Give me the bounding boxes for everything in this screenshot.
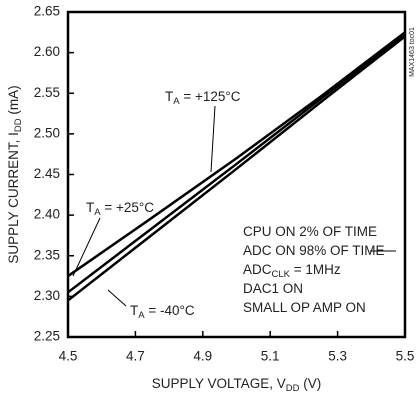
series-label-sub: A bbox=[173, 96, 180, 107]
y-tick-label: 2.25 bbox=[34, 329, 60, 344]
y-tick-label: 2.60 bbox=[34, 44, 60, 59]
x-axis-label-sub: DD bbox=[286, 383, 300, 394]
note: ADCCLK = 1MHz bbox=[243, 262, 341, 280]
leader-line bbox=[72, 217, 101, 277]
series-line bbox=[67, 35, 406, 302]
y-tick-label: 2.35 bbox=[34, 247, 60, 262]
x-axis-label-main: SUPPLY VOLTAGE, V bbox=[152, 376, 286, 391]
x-tick-label: 4.5 bbox=[59, 349, 78, 364]
y-axis-label-main: SUPPLY CURRENT, I bbox=[6, 132, 21, 264]
side-note: MAX1463 toc01 bbox=[409, 27, 416, 77]
x-axis-label: SUPPLY VOLTAGE, VDD (V) bbox=[152, 376, 322, 394]
series-label: TA = -40°C bbox=[130, 303, 195, 321]
x-tick-label: 5.3 bbox=[328, 349, 347, 364]
y-axis-label: SUPPLY CURRENT, IDD (mA) bbox=[6, 85, 24, 263]
y-tick-label: 2.65 bbox=[34, 4, 60, 19]
series-label: TA = +25°C bbox=[86, 200, 154, 218]
note: SMALL OP AMP ON bbox=[243, 300, 366, 315]
x-tick-label: 5.1 bbox=[261, 349, 280, 364]
x-tick-label: 4.7 bbox=[126, 349, 145, 364]
series-label-sub: A bbox=[94, 207, 101, 218]
note-main: CPU ON 2% OF TIME bbox=[243, 224, 377, 239]
plot-frame bbox=[66, 10, 407, 339]
y-axis-label-rest: (mA) bbox=[6, 85, 21, 118]
leader-line bbox=[107, 289, 127, 307]
series-label-sub: A bbox=[138, 310, 145, 321]
note-main: ADC bbox=[243, 262, 272, 277]
series-line bbox=[67, 31, 406, 278]
note-rest: = 1MHz bbox=[290, 262, 341, 277]
note-sub: CLK bbox=[272, 269, 291, 280]
y-tick-label: 2.55 bbox=[34, 85, 60, 100]
series-label-main: T bbox=[165, 89, 173, 104]
y-axis-label-sub: DD bbox=[13, 118, 24, 132]
note-main: DAC1 ON bbox=[243, 281, 303, 296]
y-tick-label: 2.40 bbox=[34, 207, 60, 222]
series-label: TA = +125°C bbox=[165, 89, 241, 107]
y-tick-label: 2.50 bbox=[34, 125, 60, 140]
x-axis-label-rest: (V) bbox=[300, 376, 322, 391]
note-main: ADC ON 98% OF TIME bbox=[243, 243, 385, 258]
x-tick-label: 4.9 bbox=[193, 349, 212, 364]
leader-line bbox=[210, 105, 216, 173]
note: DAC1 ON bbox=[243, 281, 303, 296]
note-main: SMALL OP AMP ON bbox=[243, 300, 366, 315]
note: CPU ON 2% OF TIME bbox=[243, 224, 377, 239]
series-label-main: T bbox=[86, 200, 94, 215]
series-line bbox=[67, 32, 406, 294]
series-label-rest: = +25°C bbox=[101, 200, 155, 215]
series-label-rest: = +125°C bbox=[180, 89, 241, 104]
y-tick-label: 2.30 bbox=[34, 288, 60, 303]
note: ADC ON 98% OF TIME bbox=[243, 243, 385, 258]
x-tick-label: 5.5 bbox=[396, 349, 415, 364]
y-tick-label: 2.45 bbox=[34, 166, 60, 181]
series-label-main: T bbox=[130, 303, 138, 318]
series-label-rest: = -40°C bbox=[145, 303, 195, 318]
